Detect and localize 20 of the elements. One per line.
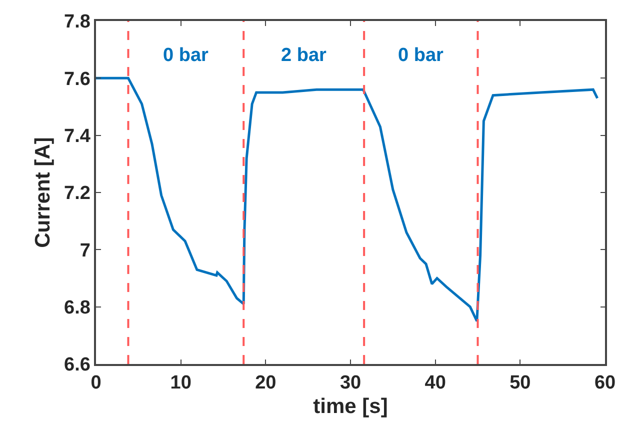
y-tick-label: 7.6	[64, 68, 90, 90]
x-axis-title: time [s]	[313, 395, 388, 418]
y-tick-label: 6.8	[64, 297, 90, 318]
annotation: 0 bar	[398, 45, 444, 66]
x-tick-label: 0	[90, 372, 102, 394]
y-tick-label: 6.6	[64, 354, 90, 376]
annotation: 0 bar	[163, 45, 210, 66]
line-series	[96, 76, 599, 322]
x-tick-label: 50	[510, 372, 531, 394]
x-tick-label: 60	[594, 372, 616, 394]
y-tick-label: 7.8	[64, 12, 90, 33]
y-tick-label: 7.2	[64, 183, 90, 204]
annotation: 2 bar	[281, 45, 328, 66]
y-tick-label: 7.4	[64, 126, 91, 147]
y-tick-label: 7	[80, 240, 90, 262]
x-tick-label: 30	[340, 372, 362, 394]
y-axis-title: Current [A]	[32, 137, 55, 248]
x-tick-label: 20	[255, 372, 276, 394]
x-tick-label: 40	[424, 372, 446, 394]
x-tick-label: 10	[170, 372, 192, 394]
